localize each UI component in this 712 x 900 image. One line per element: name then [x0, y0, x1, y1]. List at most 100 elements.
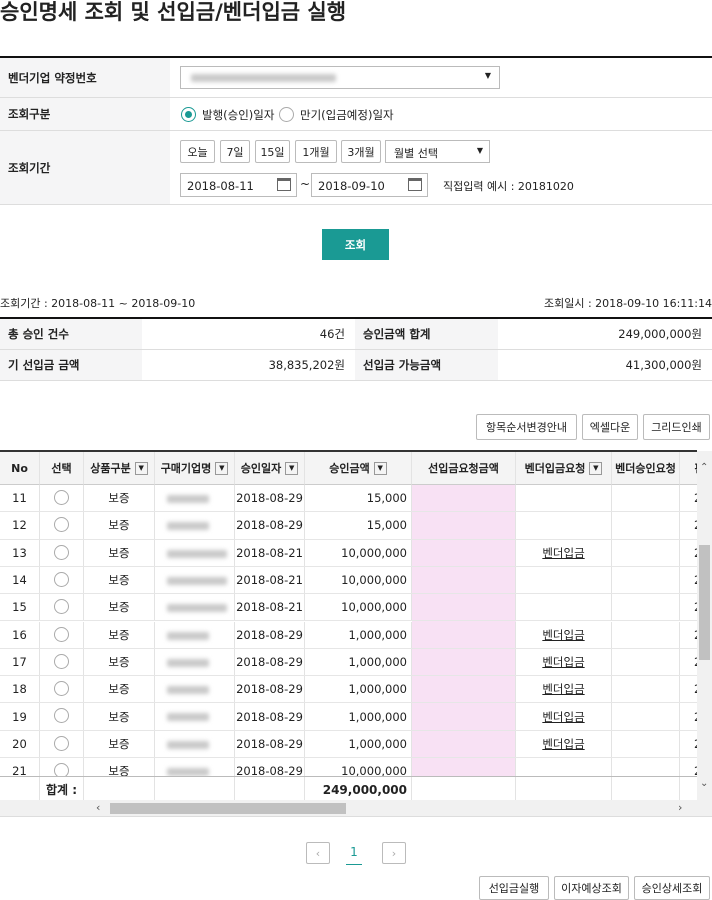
v-thumb[interactable]	[699, 545, 710, 660]
date: 2018-08-29	[235, 648, 305, 676]
vendor-request[interactable]: 벤더입금	[516, 703, 612, 730]
period-button[interactable]: 15일	[255, 140, 290, 163]
footer-cell	[155, 777, 235, 800]
search-button[interactable]: 조회	[322, 229, 389, 260]
action-button[interactable]: 선입금실행	[479, 876, 549, 900]
action-button[interactable]: 승인상세조회	[634, 876, 710, 900]
radio[interactable]	[54, 544, 69, 560]
vendor-request[interactable]: 벤더입금	[516, 621, 612, 648]
radio[interactable]	[54, 571, 69, 587]
date-input[interactable]: 2018-09-10	[311, 173, 428, 197]
month-select[interactable]: 월별 선택 ▼	[385, 140, 490, 163]
date: 2018-08-29	[235, 758, 305, 776]
contract-select[interactable]: ▼	[180, 66, 500, 89]
radio[interactable]	[54, 681, 69, 697]
period-button[interactable]: 3개월	[341, 140, 381, 163]
radio[interactable]	[54, 763, 69, 776]
filter-icon[interactable]: ▼	[215, 461, 229, 475]
period-button[interactable]: 1개월	[295, 140, 337, 163]
period-button[interactable]: 7일	[220, 140, 250, 163]
filter-icon[interactable]: ▼	[589, 461, 603, 475]
grid-button[interactable]: 항목순서변경안내	[476, 414, 577, 440]
radio[interactable]	[181, 107, 196, 122]
vendor-approval	[612, 621, 680, 648]
page-number[interactable]: 1	[346, 845, 362, 865]
grid-button[interactable]: 그리드인쇄	[643, 414, 710, 440]
last-cell: 2	[680, 567, 697, 593]
h-arrow: ‹	[96, 801, 101, 814]
select-cell	[40, 648, 84, 676]
h-thumb[interactable]	[110, 803, 346, 814]
grid-button[interactable]: 엑셀다운	[582, 414, 638, 440]
v-arrow: ⌄	[700, 778, 709, 789]
amount: 1,000,000	[305, 676, 412, 703]
date: 2018-08-21	[235, 594, 305, 621]
row-no: 14	[0, 566, 40, 594]
arrow: ▼	[476, 146, 483, 155]
prev-page[interactable]: ‹	[306, 842, 330, 864]
vendor-request[interactable]: 벤더입금	[516, 539, 612, 566]
grid-row: 19 보증 2018-08-291,000,000 벤더입금 2	[0, 703, 697, 731]
row-no: 17	[0, 648, 40, 676]
action-button[interactable]: 이자예상조회	[554, 876, 629, 900]
next-page[interactable]: ›	[382, 842, 406, 864]
company-cell	[155, 539, 235, 566]
period-button[interactable]: 오늘	[180, 140, 215, 163]
advance-request	[412, 566, 516, 594]
filter-icon[interactable]: ▼	[134, 461, 148, 475]
row-no: 11	[0, 485, 40, 512]
radio[interactable]	[54, 653, 69, 669]
summary-label: 승인금액 합계	[355, 319, 498, 350]
filter-icon[interactable]: ▼	[285, 461, 299, 475]
footer-cell	[680, 777, 697, 800]
h-scrollbar[interactable]	[0, 800, 712, 817]
summary-value: 38,835,202원	[142, 350, 355, 381]
grid-body: 11보증2018-08-2915,000212보증2018-08-2915,00…	[0, 485, 697, 776]
arrow: ▼	[484, 71, 491, 80]
date-input[interactable]: 2018-08-11	[180, 173, 297, 197]
vendor-request[interactable]: 벤더입금	[516, 730, 612, 757]
vendor-approval	[612, 539, 680, 566]
radio[interactable]	[54, 626, 69, 642]
vendor-approval	[612, 703, 680, 730]
select-cell	[40, 676, 84, 703]
row-no: 13	[0, 539, 40, 566]
column-header[interactable]: 벤더입금요청 ▼	[516, 452, 612, 485]
blurred-company	[167, 549, 227, 558]
column-header[interactable]: 상품구분 ▼	[84, 452, 155, 485]
product: 보증	[84, 730, 155, 757]
column-header[interactable]: 구매기업명 ▼	[155, 452, 235, 485]
vendor-request	[516, 512, 612, 539]
vendor-approval	[612, 594, 680, 621]
header-text: 승인금액	[329, 462, 370, 475]
radio[interactable]	[54, 517, 69, 533]
row-no: 12	[0, 512, 40, 539]
product: 보증	[84, 485, 155, 512]
radio[interactable]	[54, 735, 69, 751]
advance-request	[412, 485, 516, 512]
vendor-request[interactable]: 벤더입금	[516, 648, 612, 676]
row-no: 21	[0, 758, 40, 776]
row-no: 15	[0, 594, 40, 621]
filter-icon[interactable]: ▼	[373, 461, 387, 475]
select-cell	[40, 621, 84, 648]
form-label: 조회기간	[0, 131, 170, 205]
amount: 10,000,000	[305, 594, 412, 621]
form-label: 조회구분	[0, 98, 170, 131]
product: 보증	[84, 648, 155, 676]
radio[interactable]	[54, 708, 69, 724]
radio-label: 만기(입금예정)일자	[300, 108, 394, 122]
company-cell	[155, 566, 235, 594]
column-header[interactable]: 승인일자 ▼	[235, 452, 305, 485]
radio[interactable]	[279, 107, 294, 122]
date: 2018-08-29	[235, 676, 305, 703]
vendor-request[interactable]: 벤더입금	[516, 676, 612, 703]
radio[interactable]	[54, 599, 69, 615]
column-header[interactable]: 승인금액 ▼	[305, 452, 412, 485]
blurred-value	[191, 74, 336, 82]
radio[interactable]	[54, 490, 69, 505]
blurred-company	[167, 522, 209, 531]
footer-cell	[0, 777, 40, 800]
